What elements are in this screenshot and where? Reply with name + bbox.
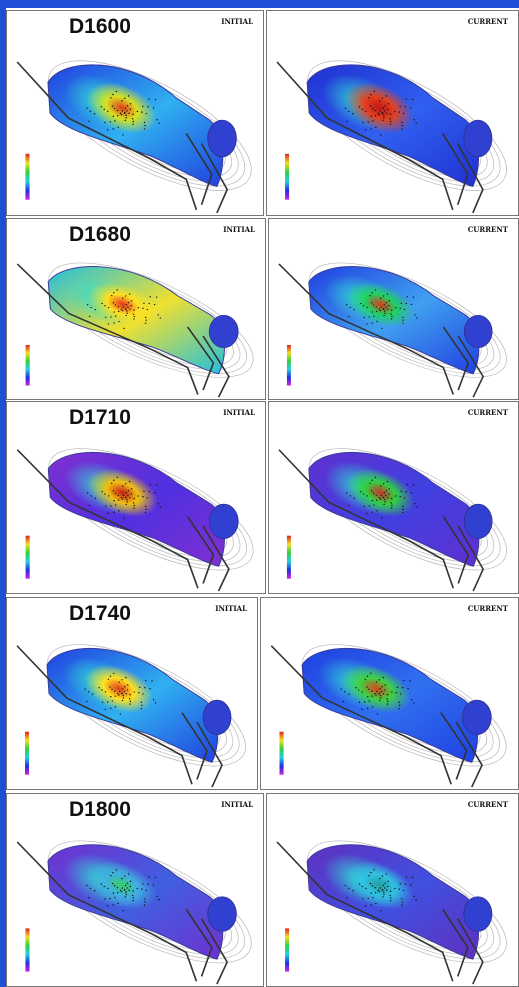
panel-tag: CURRENT xyxy=(467,225,508,234)
map-panel: CURRENT xyxy=(260,597,519,790)
map-panel: CURRENT xyxy=(268,218,519,400)
depth-label: D1710 xyxy=(69,406,131,429)
color-bar xyxy=(285,153,290,200)
panel-tag: CURRENT xyxy=(467,800,508,809)
panel-tag: INITIAL xyxy=(215,604,247,613)
color-bar xyxy=(25,153,30,200)
depth-label: D1680 xyxy=(69,223,131,246)
color-bar xyxy=(25,535,30,579)
panel-tag: CURRENT xyxy=(467,408,508,417)
map-panel: D1680 INITIAL xyxy=(6,218,266,400)
figure: D1600 INITIAL CURRENT D1680 INITIAL CURRENT D1… xyxy=(6,8,519,987)
panel-tag: CURRENT xyxy=(467,17,508,26)
map-panel: D1740 INITIAL xyxy=(6,597,258,790)
color-bar xyxy=(286,345,291,386)
panel-tag: INITIAL xyxy=(223,225,255,234)
heatmap xyxy=(16,840,252,985)
map-panel: D1600 INITIAL xyxy=(6,10,264,216)
color-bar xyxy=(285,928,290,972)
map-panel: D1800 INITIAL xyxy=(6,793,264,987)
heatmap xyxy=(276,60,507,214)
heatmap xyxy=(276,840,507,985)
heatmap xyxy=(16,60,252,214)
heatmap xyxy=(16,262,254,398)
panel-tag: INITIAL xyxy=(221,17,253,26)
color-bar xyxy=(25,345,30,386)
color-bar xyxy=(279,731,284,775)
map-panel: CURRENT xyxy=(266,793,519,987)
map-panel: CURRENT xyxy=(266,10,519,216)
heatmap xyxy=(278,448,507,592)
depth-label: D1600 xyxy=(69,15,131,38)
panel-tag: INITIAL xyxy=(223,408,255,417)
heatmap xyxy=(16,448,254,592)
heatmap xyxy=(278,262,507,398)
panel-tag: INITIAL xyxy=(221,800,253,809)
depth-label: D1740 xyxy=(69,602,131,625)
heatmap xyxy=(270,644,507,788)
map-panel: D1710 INITIAL xyxy=(6,401,266,594)
heatmap xyxy=(16,644,246,788)
depth-label: D1800 xyxy=(69,798,131,821)
panel-tag: CURRENT xyxy=(467,604,508,613)
color-bar xyxy=(25,928,30,972)
map-panel: CURRENT xyxy=(268,401,519,594)
color-bar xyxy=(25,731,29,775)
color-bar xyxy=(286,535,291,579)
